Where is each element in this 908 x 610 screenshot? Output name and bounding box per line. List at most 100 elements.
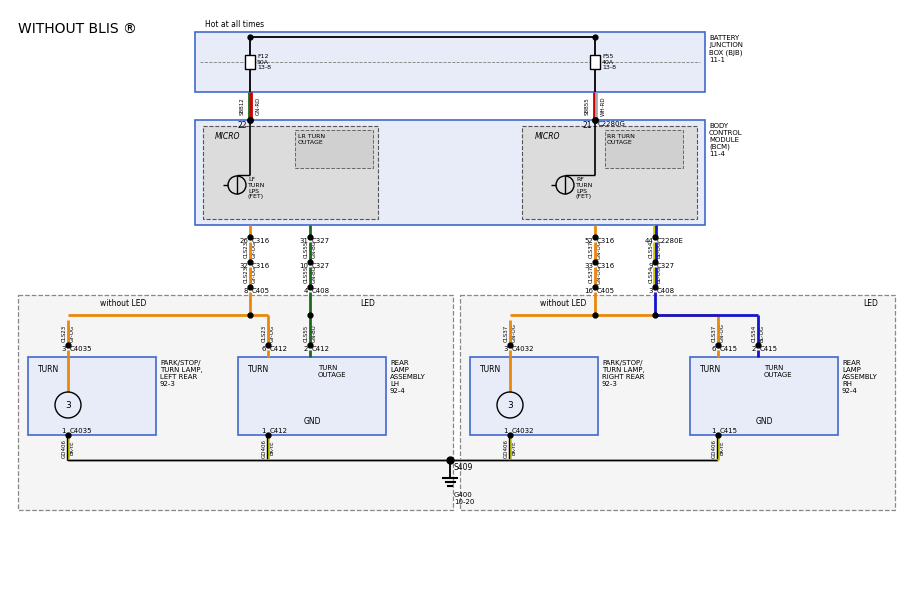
Text: GN-RD: GN-RD — [255, 97, 261, 115]
Text: CLS37: CLS37 — [588, 266, 594, 283]
Text: LR TURN
OUTAGE: LR TURN OUTAGE — [298, 134, 325, 145]
Text: C412: C412 — [270, 428, 288, 434]
Bar — [28, 357, 156, 435]
Bar — [195, 32, 705, 92]
Text: RR TURN
OUTAGE: RR TURN OUTAGE — [607, 134, 635, 145]
Text: BK-YE: BK-YE — [719, 441, 725, 455]
Text: F12
50A
13-8: F12 50A 13-8 — [257, 54, 271, 70]
Text: C412: C412 — [270, 346, 288, 352]
Text: GN-OG: GN-OG — [719, 323, 725, 342]
Text: BK-YE: BK-YE — [70, 441, 74, 455]
Bar — [522, 126, 697, 219]
Text: C408: C408 — [312, 288, 331, 294]
Text: 22: 22 — [238, 121, 247, 130]
Text: C327: C327 — [657, 263, 676, 269]
Text: CLS23: CLS23 — [243, 266, 249, 283]
Text: C316: C316 — [252, 238, 271, 244]
Text: C415: C415 — [760, 346, 778, 352]
Text: 10: 10 — [299, 263, 308, 269]
Text: GD406: GD406 — [62, 439, 66, 458]
Text: TURN
OUTAGE: TURN OUTAGE — [318, 365, 347, 378]
Text: REAR
LAMP
ASSEMBLY
LH
92-4: REAR LAMP ASSEMBLY LH 92-4 — [390, 360, 426, 394]
Bar — [238, 357, 386, 435]
Text: GY-OG: GY-OG — [270, 325, 274, 342]
Text: CLS55: CLS55 — [303, 241, 309, 258]
Bar — [18, 295, 453, 510]
Text: 1: 1 — [712, 428, 716, 434]
Text: GN-BU: GN-BU — [311, 240, 317, 259]
Text: C327: C327 — [312, 263, 331, 269]
Text: C327: C327 — [312, 238, 331, 244]
Text: BL-OG: BL-OG — [656, 266, 662, 283]
Text: CLS54: CLS54 — [648, 266, 654, 283]
Bar — [203, 126, 378, 219]
Text: CLS54: CLS54 — [752, 325, 756, 342]
Text: LED: LED — [360, 299, 375, 308]
Text: 52: 52 — [584, 238, 593, 244]
Text: without LED: without LED — [540, 299, 587, 308]
Text: 1: 1 — [62, 428, 66, 434]
Text: 33: 33 — [584, 263, 593, 269]
Text: BK-YE: BK-YE — [270, 441, 274, 455]
Text: 31: 31 — [299, 238, 308, 244]
Text: BL-OG: BL-OG — [759, 325, 765, 342]
Text: GN-BU: GN-BU — [311, 324, 317, 342]
Text: MICRO: MICRO — [215, 132, 241, 141]
Bar — [470, 357, 598, 435]
Bar — [605, 130, 683, 168]
Text: C4032: C4032 — [512, 428, 535, 434]
Text: S409: S409 — [454, 463, 473, 472]
Text: PARK/STOP/
TURN LAMP,
RIGHT REAR
92-3: PARK/STOP/ TURN LAMP, RIGHT REAR 92-3 — [602, 360, 645, 387]
Text: C405: C405 — [252, 288, 270, 294]
Bar — [195, 120, 705, 225]
Text: 4: 4 — [303, 288, 308, 294]
Text: LED: LED — [864, 299, 878, 308]
Text: without LED: without LED — [100, 299, 146, 308]
Text: F55
40A
13-8: F55 40A 13-8 — [602, 54, 616, 70]
Text: 2: 2 — [303, 346, 308, 352]
Text: 6: 6 — [712, 346, 716, 352]
Text: BK-YE: BK-YE — [511, 441, 517, 455]
Text: SBB55: SBB55 — [585, 97, 589, 115]
Text: C4035: C4035 — [70, 428, 93, 434]
Text: GN-BU: GN-BU — [311, 265, 317, 284]
Text: 21: 21 — [583, 121, 592, 130]
Text: 3: 3 — [65, 401, 71, 409]
Text: TURN: TURN — [480, 365, 501, 374]
Text: GY-OG: GY-OG — [70, 325, 74, 342]
Text: C408: C408 — [657, 288, 676, 294]
Bar — [295, 130, 373, 168]
Text: 3: 3 — [62, 346, 66, 352]
Text: 8: 8 — [243, 288, 248, 294]
Text: MICRO: MICRO — [535, 132, 560, 141]
Text: G400
10-20: G400 10-20 — [454, 492, 474, 505]
Text: C316: C316 — [252, 263, 271, 269]
Text: C405: C405 — [597, 288, 615, 294]
Text: GD406: GD406 — [262, 439, 267, 458]
Text: C2280G: C2280G — [598, 121, 626, 127]
Text: GY-OG: GY-OG — [252, 266, 256, 283]
Text: CLS55: CLS55 — [303, 266, 309, 283]
Text: CLS23: CLS23 — [243, 241, 249, 258]
Text: GND: GND — [755, 417, 773, 426]
Text: GND: GND — [303, 417, 321, 426]
Text: REAR
LAMP
ASSEMBLY
RH
92-4: REAR LAMP ASSEMBLY RH 92-4 — [842, 360, 878, 394]
Text: PARK/STOP/
TURN LAMP,
LEFT REAR
92-3: PARK/STOP/ TURN LAMP, LEFT REAR 92-3 — [160, 360, 202, 387]
Text: CLS23: CLS23 — [262, 325, 267, 342]
Text: 9: 9 — [648, 263, 653, 269]
Text: GN-OG: GN-OG — [597, 265, 601, 284]
Text: C415: C415 — [720, 428, 738, 434]
Text: 3: 3 — [508, 401, 513, 409]
Text: C415: C415 — [720, 346, 738, 352]
Text: C412: C412 — [312, 346, 330, 352]
Text: 26: 26 — [239, 238, 248, 244]
Text: 44: 44 — [645, 238, 653, 244]
Bar — [590, 55, 600, 69]
Text: WH-RD: WH-RD — [600, 96, 606, 116]
Text: 3: 3 — [504, 346, 508, 352]
Text: C316: C316 — [597, 263, 616, 269]
Text: GD406: GD406 — [504, 439, 508, 458]
Text: GY-OG: GY-OG — [252, 241, 256, 258]
Text: C4032: C4032 — [512, 346, 535, 352]
Text: WITHOUT BLIS ®: WITHOUT BLIS ® — [18, 22, 137, 36]
